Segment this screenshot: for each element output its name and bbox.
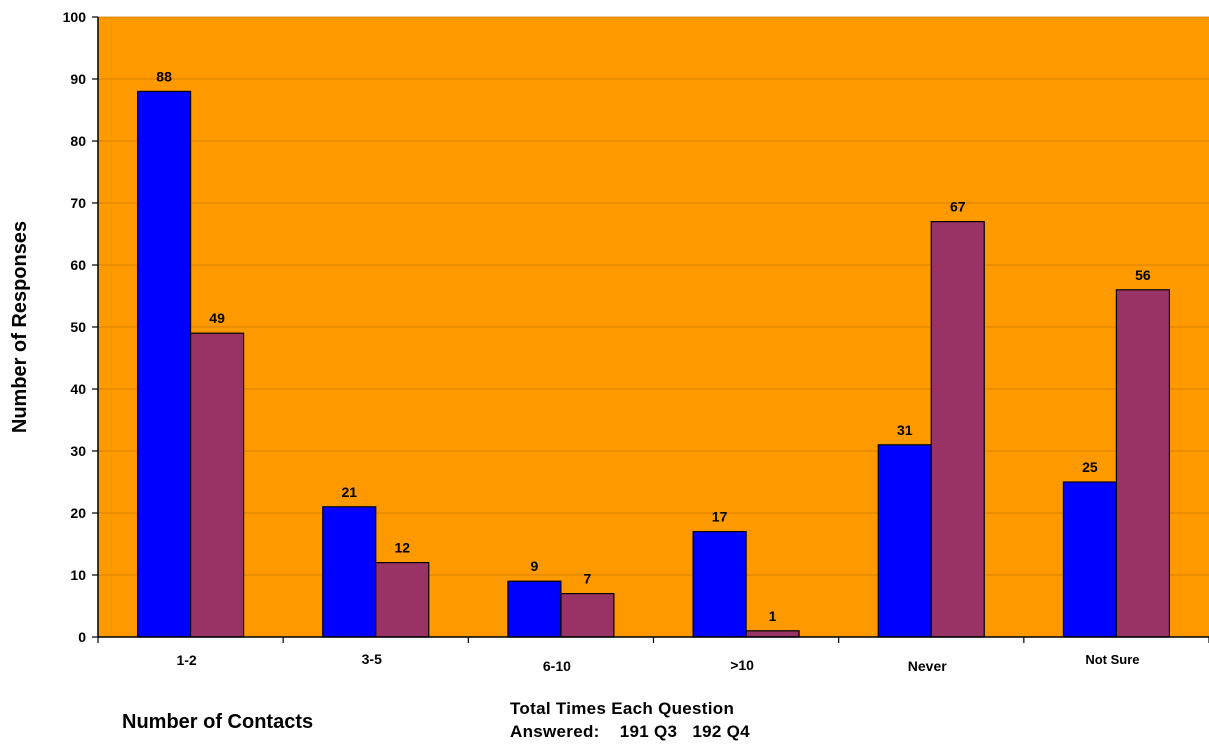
y-tick-label: 0 [78,629,86,645]
y-tick-label: 20 [70,505,86,521]
total-caption-line-2: Answered: 191 Q3 192 Q4 [510,722,750,741]
y-tick-label: 80 [70,133,86,149]
y-tick-label: 40 [70,381,86,397]
data-label: 67 [950,199,966,215]
data-label: 17 [712,509,728,525]
total-caption-line-1: Total Times Each Question [510,699,735,718]
y-ticks: 0 10 20 30 40 50 60 70 80 90 100 [63,9,98,645]
y-tick-label: 90 [70,71,86,87]
data-label: 1 [769,608,777,624]
y-tick-label: 100 [63,9,87,25]
x-tick-label: 6-10 [543,658,571,674]
data-label: 25 [1082,459,1098,475]
x-tick-label: >10 [730,657,754,673]
bar [745,630,800,638]
data-label: 56 [1135,267,1151,283]
bar [136,90,192,638]
bar [1115,289,1171,638]
x-tick-label: 3-5 [362,651,382,667]
x-tick-label: Never [908,658,947,674]
y-tick-label: 60 [70,257,86,273]
data-label: 49 [209,310,225,326]
bar [877,444,932,638]
x-tick-label: Not Sure [1085,652,1139,667]
x-tick-label: 1-2 [176,652,196,668]
x-ticks: 1-2 3-5 6-10 >10 Never Not Sure [97,637,1209,674]
bar [322,506,377,638]
data-label: 7 [584,571,592,587]
bar [375,561,430,638]
y-tick-label: 70 [70,195,86,211]
y-tick-label: 30 [70,443,86,459]
data-label: 9 [531,558,539,574]
data-labels: 88 49 21 12 9 7 17 1 31 67 25 56 [156,68,1151,623]
bars [136,90,1171,638]
data-label: 31 [897,422,913,438]
total-answered-caption: Total Times Each Question Answered: 191 … [510,697,750,743]
data-label: 21 [341,484,357,500]
bar [692,530,747,638]
bar [1062,481,1118,638]
bar [560,592,615,638]
y-tick-label: 10 [70,567,86,583]
data-label: 12 [394,540,410,556]
contacts-caption: Number of Contacts [122,711,314,733]
bar [507,580,562,638]
gridlines [98,16,1209,576]
y-axis-title: Number of Responses [9,221,31,433]
bar [930,221,985,638]
bar [189,332,245,638]
y-tick-label: 50 [70,319,86,335]
data-label: 88 [156,68,172,84]
